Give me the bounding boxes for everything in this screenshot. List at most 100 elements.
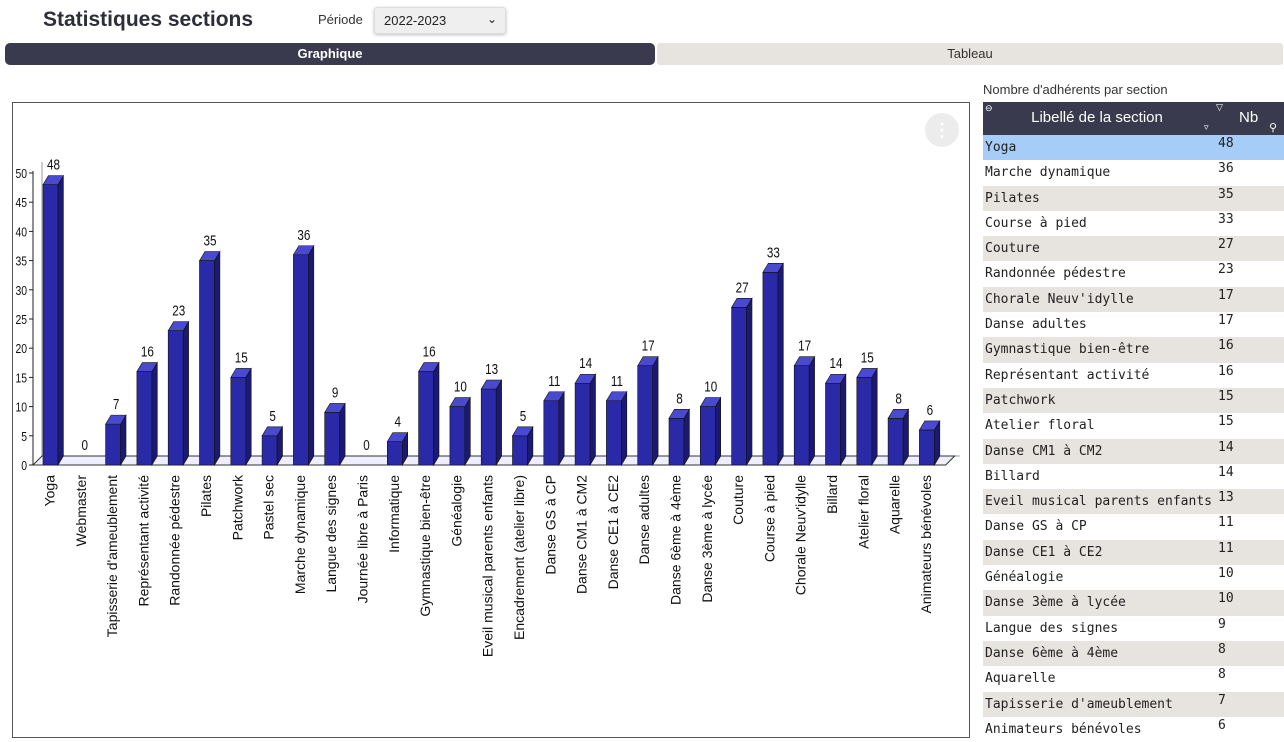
row-nb: 14 <box>1218 439 1234 455</box>
row-nb: 11 <box>1218 515 1234 531</box>
table-row[interactable]: Danse 3ème à lycée 10 <box>983 590 1284 616</box>
bar <box>105 423 121 466</box>
y-tick-label: 0 <box>21 459 27 473</box>
data-label: 5 <box>520 407 527 424</box>
y-tick-label: 10 <box>15 401 27 415</box>
row-label: Danse CE1 à CE2 <box>985 544 1103 560</box>
y-tick-label: 40 <box>15 225 27 239</box>
x-tick-label: Pastel sec <box>261 475 277 540</box>
table-row[interactable]: Danse GS à CP 11 <box>983 514 1284 539</box>
column-header-nb[interactable]: Nb <box>1239 109 1259 126</box>
collapse-icon[interactable]: ⊖ <box>985 103 993 113</box>
table-row[interactable]: Eveil musical parents enfants 13 <box>983 489 1284 515</box>
bar <box>293 254 309 466</box>
table-row[interactable]: Pilates 35 <box>983 185 1284 211</box>
table-row[interactable]: Langue des signes 9 <box>983 616 1284 641</box>
bar-side <box>683 408 690 467</box>
x-tick-label: Randonnée pédestre <box>167 475 183 606</box>
bar-top <box>42 175 64 185</box>
bar <box>793 365 810 466</box>
bar <box>136 371 153 466</box>
row-label: Danse adultes <box>985 317 1087 333</box>
bar-side <box>808 355 815 467</box>
table-row[interactable]: Représentant activité 16 <box>983 363 1284 388</box>
data-label: 0 <box>363 437 370 454</box>
x-tick-label: Couture <box>730 475 746 525</box>
table-row[interactable]: Patchwork 15 <box>983 387 1284 414</box>
x-tick-label: Tapisserie d'ameublement <box>104 475 120 637</box>
y-tick-label: 50 <box>15 167 27 181</box>
row-label: Atelier floral <box>985 418 1095 434</box>
row-label: Couture <box>985 241 1040 257</box>
x-tick-label: Pilates <box>198 475 214 517</box>
vertical-ellipsis-icon: ⋮ <box>933 120 951 140</box>
table-row[interactable]: Aquarelle 8 <box>983 666 1284 691</box>
y-tick-label: 5 <box>21 430 27 444</box>
table-row[interactable]: Billard 14 <box>983 464 1284 489</box>
data-label: 11 <box>548 372 560 389</box>
tab-graphique[interactable]: Graphique <box>5 43 655 65</box>
bar-top <box>793 356 816 367</box>
bar-top <box>136 362 158 372</box>
table-row[interactable]: Tapisserie d'ameublement 7 <box>983 691 1284 717</box>
x-tick-label: Animateurs bénévoles <box>918 475 934 614</box>
x-tick-label: Billard <box>824 475 840 514</box>
data-label: 13 <box>485 361 498 378</box>
periode-select[interactable]: 2022-2023 ⌄ <box>374 7 506 34</box>
bar-side <box>57 174 64 467</box>
filter-icon[interactable]: ▿ <box>1204 122 1209 132</box>
table-header: ⊖ Libellé de la section ▽ ▿ Nb ⚲ <box>983 102 1284 135</box>
bar <box>887 417 904 466</box>
column-header-label[interactable]: Libellé de la section <box>1031 109 1163 126</box>
data-label: 15 <box>235 349 248 366</box>
table-row[interactable]: Yoga 48 <box>983 135 1284 161</box>
bar <box>574 382 591 466</box>
bar <box>449 406 466 466</box>
sort-arrow-icon[interactable]: ▽ <box>1216 102 1223 112</box>
table-row[interactable]: Couture 27 <box>983 236 1284 262</box>
bar-top <box>480 379 503 390</box>
row-label: Randonnée pédestre <box>985 266 1126 282</box>
table-row[interactable]: Animateurs bénévoles 6 <box>983 717 1284 742</box>
bar-top <box>856 368 878 378</box>
magnifier-icon[interactable]: ⚲ <box>1269 122 1278 134</box>
row-label: Course à pied <box>985 215 1087 231</box>
row-nb: 16 <box>1218 338 1234 354</box>
table-row[interactable]: Danse adultes 17 <box>983 312 1284 337</box>
table-row[interactable]: Atelier floral 15 <box>983 413 1284 438</box>
table-row[interactable]: Danse CM1 à CM2 14 <box>983 438 1284 464</box>
bar-top <box>105 414 127 425</box>
row-label: Généalogie <box>985 570 1064 586</box>
y-tick-label: 35 <box>15 255 27 269</box>
x-tick-label: Danse CM1 à CM2 <box>574 475 590 594</box>
row-label: Chorale Neuv'idylle <box>985 291 1134 307</box>
tab-tableau[interactable]: Tableau <box>657 43 1283 65</box>
x-tick-label: Marche dynamique <box>292 475 308 594</box>
table-row[interactable]: Randonnée pédestre 23 <box>983 261 1284 286</box>
chart-menu-button[interactable]: ⋮ <box>925 113 959 147</box>
row-label: Danse 6ème à 4ème <box>985 645 1119 661</box>
data-label: 36 <box>297 226 310 243</box>
y-tick-label: 45 <box>15 196 27 210</box>
table-row[interactable]: Course à pied 33 <box>983 211 1284 236</box>
row-label: Représentant activité <box>985 367 1150 383</box>
bar <box>762 271 779 466</box>
bar-side <box>652 355 659 467</box>
row-label: Aquarelle <box>985 671 1056 687</box>
row-label: Gymnastique bien-être <box>985 342 1150 358</box>
table-row[interactable]: Généalogie 10 <box>983 565 1284 590</box>
x-tick-label: Aquarelle <box>887 475 903 534</box>
row-nb: 33 <box>1218 211 1234 227</box>
y-tick-label: 25 <box>15 313 27 327</box>
data-label: 23 <box>172 302 185 319</box>
row-label: Eveil musical parents enfants <box>985 494 1212 510</box>
table-row[interactable]: Gymnastique bien-être 16 <box>983 337 1284 363</box>
table-row[interactable]: Marche dynamique 36 <box>983 160 1284 185</box>
table-row[interactable]: Chorale Neuv'idylle 17 <box>983 286 1284 313</box>
table-row[interactable]: Danse CE1 à CE2 11 <box>983 539 1284 566</box>
bar <box>261 435 278 466</box>
bar-side <box>308 244 315 467</box>
data-label: 8 <box>895 390 902 407</box>
bar-side <box>589 373 596 467</box>
table-row[interactable]: Danse 6ème à 4ème 8 <box>983 640 1284 667</box>
